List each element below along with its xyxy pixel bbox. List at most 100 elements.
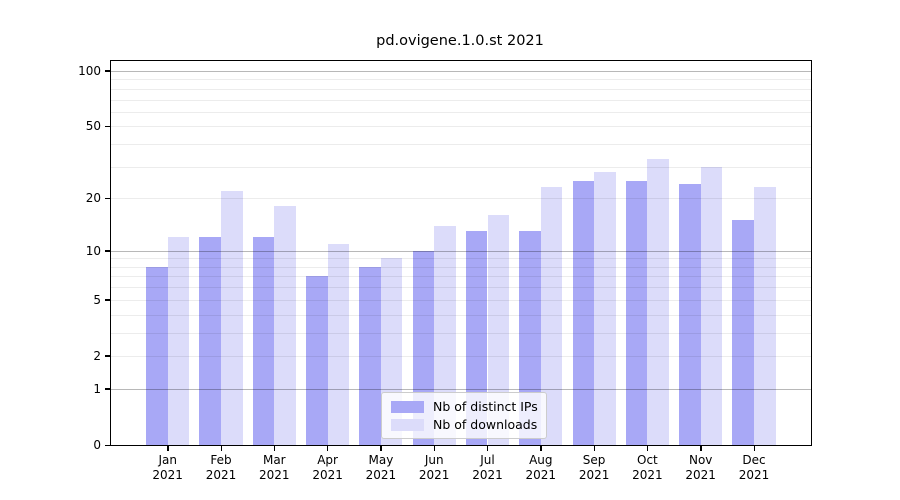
y-tick: [104, 250, 111, 252]
bar-distinct-ips-jul: [465, 231, 488, 445]
gridline-minor: [111, 266, 811, 268]
x-tick-label-month: Jul: [480, 453, 495, 467]
x-tick: [380, 445, 382, 451]
bar-distinct-ips-oct: [625, 180, 648, 445]
x-tick: [753, 445, 755, 451]
x-tick-label-month: Jan: [158, 453, 177, 467]
gridline-minor: [111, 355, 811, 357]
bar-distinct-ips-may: [359, 266, 381, 445]
gridline-minor: [111, 111, 811, 113]
bar-distinct-ips-apr: [306, 276, 328, 445]
bar-downloads-feb: [221, 190, 243, 445]
bar-downloads-apr: [327, 243, 350, 445]
x-tick: [646, 445, 649, 451]
gridline-major: [111, 70, 811, 72]
legend-label-distinct-ips: Nb of distinct IPs: [433, 399, 538, 414]
gridline-minor: [111, 332, 811, 334]
y-tick-label: 20: [85, 191, 101, 206]
bar-distinct-ips-nov: [679, 184, 701, 445]
legend-label-downloads: Nb of downloads: [433, 417, 538, 432]
y-tick: [104, 197, 111, 200]
y-tick: [104, 388, 111, 390]
x-tick-label: Oct 2021: [620, 453, 674, 482]
gridline-minor: [111, 88, 811, 90]
x-tick-label: Feb 2021: [194, 453, 248, 482]
x-tick-label-month: Oct: [637, 453, 658, 467]
x-tick-label-month: May: [368, 453, 394, 467]
bar-downloads-sep: [594, 172, 616, 445]
x-tick-label: Aug 2021: [514, 453, 568, 482]
x-tick: [220, 445, 222, 451]
x-tick-label-year: 2021: [525, 467, 557, 482]
x-tick-label: Mar 2021: [247, 453, 301, 482]
y-tick-label: 0: [93, 438, 101, 452]
gridline-minor: [111, 314, 811, 316]
y-tick-label: 1: [93, 381, 101, 396]
legend-item-downloads: Nb of downloads: [391, 417, 537, 432]
x-tick: [700, 445, 702, 451]
x-tick: [487, 445, 489, 451]
x-tick: [433, 445, 436, 451]
x-tick: [167, 445, 169, 451]
bar-downloads-jun: [434, 225, 456, 445]
gridline-minor: [111, 126, 811, 128]
y-tick: [104, 70, 111, 72]
gridline-minor: [111, 79, 811, 81]
bar-downloads-nov: [700, 166, 723, 445]
x-tick-label: Jul 2021: [461, 453, 515, 482]
x-tick: [593, 445, 595, 451]
x-tick-label-year: 2021: [632, 467, 663, 482]
x-tick-label-month: Aug: [529, 453, 553, 467]
bar-distinct-ips-aug: [519, 231, 541, 445]
y-tick-label: 50: [85, 119, 101, 134]
gridline-minor: [111, 99, 811, 101]
x-tick-label-month: Jun: [424, 453, 444, 467]
legend-item-distinct-ips: Nb of distinct IPs: [391, 399, 538, 414]
x-tick: [327, 445, 329, 451]
bar-downloads-jul: [487, 215, 510, 445]
bar-downloads-aug: [540, 187, 563, 445]
x-tick-label-month: Mar: [262, 453, 286, 467]
bar-downloads-oct: [647, 159, 669, 445]
gridline-minor: [111, 166, 811, 168]
y-tick: [104, 444, 111, 446]
y-tick: [104, 299, 111, 301]
bar-distinct-ips-mar: [252, 237, 275, 445]
x-tick-label-year: 2021: [738, 467, 770, 482]
gridline-minor: [111, 258, 811, 260]
y-tick-label: 10: [85, 243, 101, 258]
x-tick-label-year: 2021: [418, 467, 450, 482]
y-tick-label: 5: [93, 292, 101, 307]
y-tick-label: 100: [78, 63, 101, 78]
gridline-major: [111, 388, 811, 390]
x-tick-label: Apr 2021: [301, 453, 355, 482]
bar-distinct-ips-dec: [732, 220, 754, 445]
bar-distinct-ips-jan: [146, 266, 168, 445]
gridline-minor: [111, 144, 811, 146]
bar-distinct-ips-sep: [572, 180, 595, 445]
x-tick: [273, 445, 276, 451]
x-tick-label-month: Nov: [688, 453, 713, 467]
x-tick-label-month: Feb: [210, 453, 232, 467]
x-tick-label-year: 2021: [152, 467, 183, 482]
bar-downloads-mar: [274, 206, 296, 445]
x-tick-label-year: 2021: [259, 467, 290, 482]
x-tick-label: Sep 2021: [567, 453, 621, 482]
bar-downloads-dec: [754, 187, 776, 445]
y-tick-label: 2: [93, 348, 101, 363]
x-tick-label-month: Dec: [742, 453, 766, 467]
x-tick-label-year: 2021: [472, 467, 503, 482]
x-tick-label-year: 2021: [365, 467, 397, 482]
x-tick-label: May 2021: [354, 453, 408, 482]
y-tick: [104, 125, 111, 128]
x-tick-label: Jan 2021: [141, 453, 195, 482]
x-tick-label-year: 2021: [205, 467, 237, 482]
x-tick-label: Dec 2021: [727, 453, 781, 482]
chart-title: pd.ovigene.1.0.st 2021: [376, 33, 544, 49]
gridline-minor: [111, 198, 811, 200]
x-tick-label: Nov 2021: [674, 453, 728, 482]
gridline-major: [111, 250, 811, 252]
legend: Nb of distinct IPs Nb of downloads: [381, 392, 547, 439]
x-tick-label-month: Sep: [582, 453, 606, 467]
